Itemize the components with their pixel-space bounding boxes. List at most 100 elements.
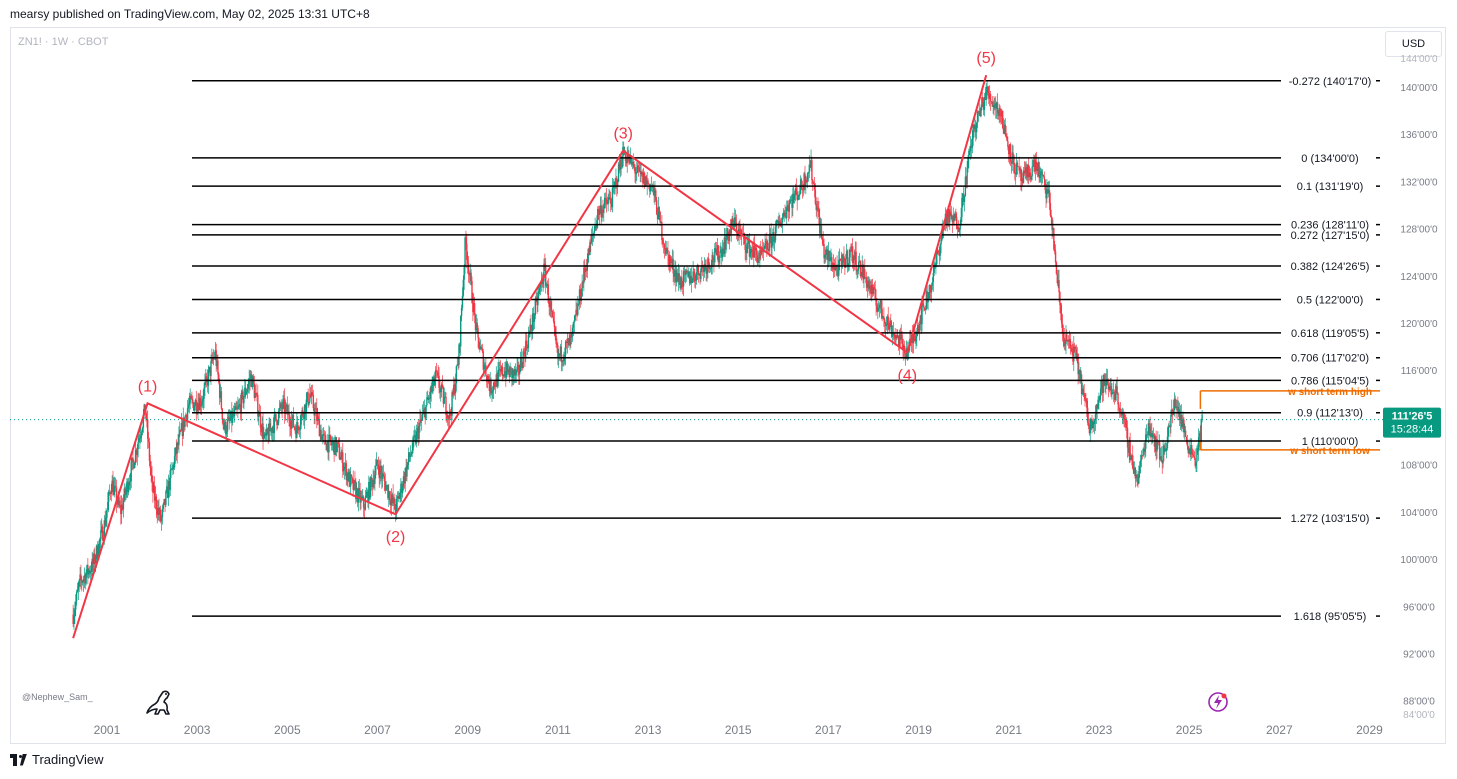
candle-body bbox=[787, 205, 790, 212]
candle-body bbox=[310, 392, 313, 397]
candle-body bbox=[1120, 412, 1123, 416]
candle-body bbox=[289, 420, 291, 427]
candle-body bbox=[551, 309, 553, 312]
candle-body bbox=[426, 397, 428, 406]
candle-body bbox=[467, 263, 470, 275]
candle-body bbox=[508, 369, 510, 378]
candle-body bbox=[217, 360, 219, 375]
candle-body bbox=[930, 284, 932, 293]
candle-body bbox=[231, 411, 233, 423]
candle-body bbox=[1086, 407, 1089, 423]
candle-body bbox=[1003, 124, 1006, 134]
candle-body bbox=[845, 250, 848, 259]
candle-body bbox=[949, 211, 951, 223]
candle-body bbox=[715, 249, 718, 255]
fib-label: 0.9 (112'13'0) bbox=[1297, 408, 1363, 420]
candle-body bbox=[224, 421, 226, 430]
candle-body bbox=[599, 205, 602, 210]
candle-body bbox=[878, 304, 881, 308]
y-axis: 88'00'0 92'00'0 96'00'0 100'00'0 104'00'0 108… bbox=[1400, 54, 1438, 721]
candle-body bbox=[325, 444, 328, 451]
candle-body bbox=[328, 434, 330, 453]
candle-body bbox=[86, 565, 88, 574]
candle-body bbox=[505, 362, 508, 378]
candle-body bbox=[183, 417, 185, 428]
candle-body bbox=[975, 125, 977, 133]
candle-body bbox=[232, 413, 235, 417]
fib-label: 0.1 (131'19'0) bbox=[1297, 181, 1364, 193]
candle-body bbox=[1002, 127, 1005, 134]
candle-body bbox=[616, 181, 619, 187]
candle-body bbox=[99, 538, 101, 541]
candle-body bbox=[398, 495, 400, 499]
candle-body bbox=[705, 265, 707, 274]
x-tick-label: 2013 bbox=[635, 723, 662, 737]
candle-body bbox=[179, 430, 181, 435]
candle-body bbox=[167, 480, 170, 499]
candle-body bbox=[622, 147, 624, 167]
candle-body bbox=[371, 480, 373, 487]
candle-body bbox=[995, 102, 998, 109]
candle-body bbox=[832, 268, 834, 270]
candle-body bbox=[1065, 334, 1067, 344]
lightning-icon[interactable] bbox=[1207, 691, 1229, 713]
candle-body bbox=[732, 218, 734, 223]
candle-body bbox=[414, 434, 416, 437]
candle-body bbox=[619, 159, 621, 171]
candle-body bbox=[368, 481, 370, 503]
tradingview-logo[interactable]: TradingView bbox=[10, 752, 104, 767]
candle-body bbox=[177, 442, 179, 446]
candle-body bbox=[1164, 448, 1167, 451]
candle-body bbox=[81, 581, 84, 583]
candle-body bbox=[812, 180, 814, 184]
candle-body bbox=[1012, 152, 1014, 156]
candle-body bbox=[126, 481, 128, 490]
candle-body bbox=[258, 412, 261, 417]
candle-body bbox=[969, 145, 972, 151]
candle-body bbox=[243, 396, 245, 404]
candle-body bbox=[570, 335, 572, 338]
candle-body bbox=[616, 178, 618, 187]
candle-body bbox=[1192, 454, 1195, 457]
candle-body bbox=[847, 263, 850, 266]
candle-body bbox=[129, 481, 132, 482]
candle-body bbox=[921, 303, 923, 325]
candle-body bbox=[729, 229, 732, 234]
candle-body bbox=[681, 277, 683, 287]
candle-body bbox=[1021, 178, 1024, 184]
candle-body bbox=[163, 498, 165, 504]
candle-body bbox=[1042, 174, 1045, 177]
candle-body bbox=[237, 407, 239, 409]
candle-body bbox=[804, 173, 806, 187]
candle-body bbox=[145, 413, 147, 419]
candle-body bbox=[1108, 386, 1111, 390]
candle-body bbox=[318, 419, 321, 437]
candle-body bbox=[826, 249, 829, 261]
candle-body bbox=[805, 179, 807, 187]
candle-body bbox=[938, 252, 941, 256]
candle-body bbox=[559, 346, 562, 356]
candle-body bbox=[806, 179, 808, 182]
candle-body bbox=[390, 498, 393, 506]
candle-body bbox=[79, 574, 81, 581]
candle-body bbox=[541, 280, 543, 285]
candle-body bbox=[567, 338, 569, 342]
candle-body bbox=[267, 432, 269, 441]
candle-body bbox=[993, 105, 995, 108]
candle-body bbox=[686, 270, 688, 273]
candle-body bbox=[582, 282, 584, 284]
candle-body bbox=[261, 423, 263, 433]
candle-body bbox=[600, 205, 602, 218]
candle-body bbox=[575, 309, 577, 315]
candle-body bbox=[192, 399, 194, 403]
candle-body bbox=[504, 371, 506, 377]
candle-body bbox=[481, 348, 484, 352]
candle-body bbox=[1039, 175, 1041, 178]
candle-body bbox=[389, 500, 392, 506]
currency-button[interactable]: USD bbox=[1385, 31, 1442, 57]
candle-body bbox=[746, 243, 748, 253]
candle-body bbox=[977, 110, 980, 112]
candle-body bbox=[1048, 190, 1051, 204]
candle-body bbox=[858, 261, 860, 269]
